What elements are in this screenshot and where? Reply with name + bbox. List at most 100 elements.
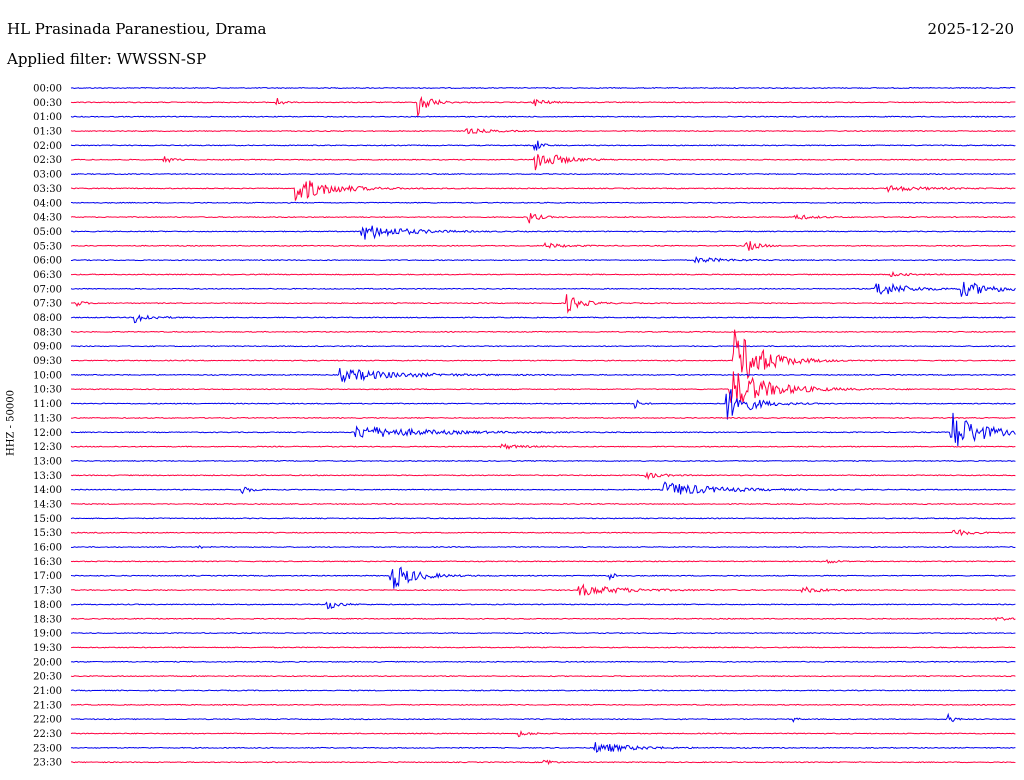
seismic-trace xyxy=(70,270,1016,277)
seismic-trace xyxy=(70,412,1016,447)
time-tick-label: 04:00 xyxy=(33,198,62,209)
time-tick-label: 23:30 xyxy=(33,758,62,769)
time-tick-label: 10:30 xyxy=(33,385,62,396)
time-tick-label: 19:30 xyxy=(33,643,62,654)
seismic-trace xyxy=(70,443,1016,450)
seismic-trace xyxy=(70,529,1016,537)
seismic-trace xyxy=(70,329,1016,380)
traces-group xyxy=(70,86,1016,766)
time-tick-label: 23:00 xyxy=(33,743,62,754)
time-tick-label: 12:00 xyxy=(33,428,62,439)
time-tick-label: 21:00 xyxy=(33,686,62,697)
station-title: HL Prasinada Paranestiou, Drama xyxy=(7,20,267,38)
seismic-trace xyxy=(70,559,1016,565)
time-tick-label: 13:00 xyxy=(33,456,62,467)
seismic-trace xyxy=(70,173,1016,176)
time-tick-label: 13:30 xyxy=(33,471,62,482)
time-tick-label: 19:00 xyxy=(33,629,62,640)
seismic-trace xyxy=(70,416,1016,419)
seismic-trace xyxy=(70,459,1016,463)
time-tick-label: 00:30 xyxy=(33,98,62,109)
time-tick-label: 16:00 xyxy=(33,543,62,554)
seismic-trace xyxy=(70,517,1016,520)
time-tick-label: 07:30 xyxy=(33,299,62,310)
time-tick-label: 03:00 xyxy=(33,170,62,181)
time-tick-label: 20:30 xyxy=(33,672,62,683)
time-tick-label: 15:30 xyxy=(33,528,62,539)
seismic-trace xyxy=(70,703,1016,706)
time-tick-label: 21:30 xyxy=(33,700,62,711)
time-tick-label: 20:00 xyxy=(33,657,62,668)
seismic-trace xyxy=(70,601,1016,610)
time-tick-label: 18:30 xyxy=(33,614,62,625)
seismic-trace xyxy=(70,367,1016,384)
time-tick-label: 02:30 xyxy=(33,155,62,166)
time-tick-label: 12:30 xyxy=(33,442,62,453)
seismic-trace xyxy=(70,95,1016,118)
seismic-trace xyxy=(70,502,1016,506)
time-tick-label: 11:00 xyxy=(33,399,62,410)
seismic-trace xyxy=(70,471,1016,481)
seismic-trace xyxy=(70,241,1016,251)
time-tick-label: 08:30 xyxy=(33,327,62,338)
seismic-trace xyxy=(70,115,1016,118)
time-tick-label: 16:30 xyxy=(33,557,62,568)
seismic-trace xyxy=(70,616,1016,622)
seismic-trace xyxy=(70,689,1016,692)
time-tick-label: 01:00 xyxy=(33,112,62,123)
seismic-trace xyxy=(70,371,1016,403)
time-tick-label: 06:00 xyxy=(33,256,62,267)
seismic-trace xyxy=(70,86,1016,90)
seismic-trace xyxy=(70,201,1016,204)
time-tick-label: 03:30 xyxy=(33,184,62,195)
seismic-trace xyxy=(70,330,1016,333)
filter-label: Applied filter: WWSSN-SP xyxy=(7,50,207,68)
seismic-trace xyxy=(70,566,1016,589)
seismic-trace xyxy=(70,225,1016,240)
time-tick-label: 14:00 xyxy=(33,485,62,496)
seismic-trace xyxy=(70,294,1016,314)
time-tick-label: 09:00 xyxy=(33,342,62,353)
seismic-trace xyxy=(70,729,1016,738)
seismic-trace xyxy=(70,675,1016,678)
seismic-trace xyxy=(70,140,1016,152)
time-tick-label: 10:00 xyxy=(33,370,62,381)
time-tick-label: 05:00 xyxy=(33,227,62,238)
time-tick-label: 11:30 xyxy=(33,413,62,424)
seismic-trace xyxy=(70,345,1016,348)
time-tick-label: 22:00 xyxy=(33,715,62,726)
time-tick-label: 06:30 xyxy=(33,270,62,281)
seismic-trace xyxy=(70,759,1016,766)
time-tick-label: 04:30 xyxy=(33,213,62,224)
seismic-trace xyxy=(70,481,1016,495)
time-tick-label: 00:00 xyxy=(33,84,62,95)
seismic-trace xyxy=(70,742,1016,753)
time-tick-label: 02:00 xyxy=(33,141,62,152)
time-tick-label: 22:30 xyxy=(33,729,62,740)
seismic-trace xyxy=(70,154,1016,171)
time-tick-label: 14:30 xyxy=(33,500,62,511)
seismic-trace xyxy=(70,583,1016,596)
seismic-trace xyxy=(70,712,1016,723)
seismic-trace xyxy=(70,314,1016,324)
time-tick-label: 17:00 xyxy=(33,571,62,582)
seismic-trace xyxy=(70,389,1016,420)
time-tick-label: 01:30 xyxy=(33,127,62,138)
time-tick-label: 09:30 xyxy=(33,356,62,367)
time-tick-label: 08:00 xyxy=(33,313,62,324)
time-tick-label: 07:00 xyxy=(33,284,62,295)
seismic-trace xyxy=(70,632,1016,635)
seismic-trace xyxy=(70,255,1016,264)
record-date: 2025-12-20 xyxy=(927,20,1014,38)
seismic-trace xyxy=(70,660,1016,663)
time-tick-label: 18:00 xyxy=(33,600,62,611)
seismic-trace xyxy=(70,180,1016,201)
time-tick-label: 15:00 xyxy=(33,514,62,525)
seismic-trace xyxy=(70,281,1016,297)
seismic-trace xyxy=(70,127,1016,135)
seismic-trace xyxy=(70,213,1016,224)
time-tick-label: 05:30 xyxy=(33,241,62,252)
time-tick-label: 17:30 xyxy=(33,586,62,597)
seismic-trace xyxy=(70,545,1016,550)
